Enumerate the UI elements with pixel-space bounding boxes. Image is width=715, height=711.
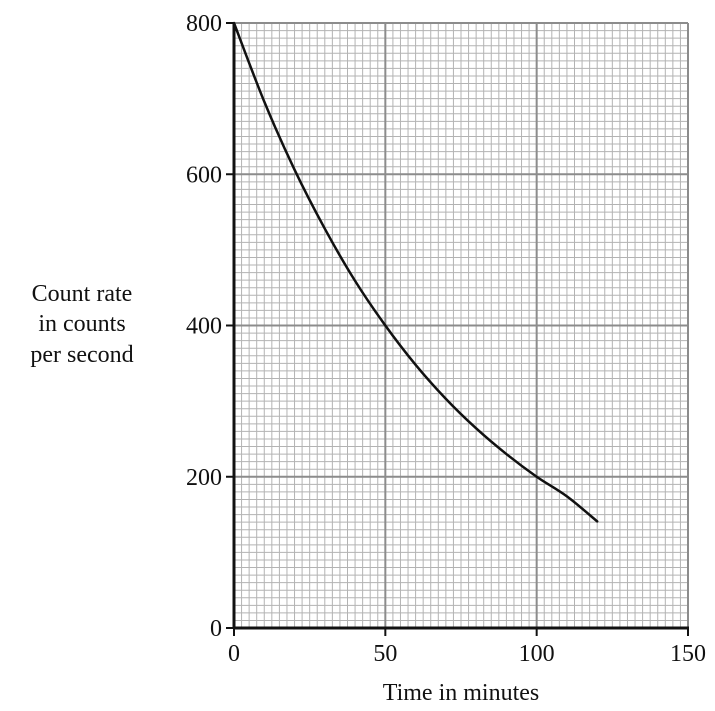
y-axis-label: Count rate in counts per second — [30, 281, 133, 368]
y-tick-label: 600 — [186, 162, 222, 188]
decay-curve-line — [232, 21, 599, 523]
x-tick-label: 0 — [228, 641, 240, 667]
y-tick-label: 800 — [186, 11, 222, 37]
data-series — [232, 21, 599, 523]
y-axis-label-line-2: in counts — [38, 311, 125, 337]
x-axis-label: Time in minutes — [383, 680, 539, 706]
grid — [233, 22, 689, 629]
y-tick-label: 400 — [186, 314, 222, 340]
x-tick-label: 100 — [519, 641, 555, 667]
axes — [226, 22, 689, 636]
tick-labels: 0 200 400 600 800 0 50 100 150 — [186, 11, 706, 667]
x-tick-label: 50 — [373, 641, 397, 667]
y-tick-label: 200 — [186, 465, 222, 491]
y-axis-label-line-3: per second — [30, 342, 133, 368]
x-tick-label: 150 — [670, 641, 706, 667]
y-axis-label-line-1: Count rate — [32, 281, 133, 307]
y-tick-label: 0 — [210, 616, 222, 642]
